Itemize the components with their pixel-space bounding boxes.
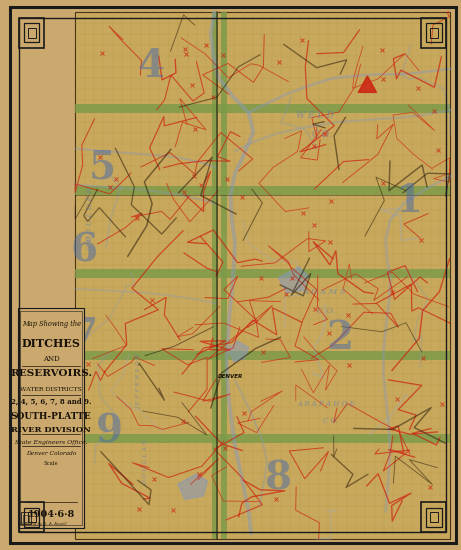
Text: Drawing by G. A. Angell: Drawing by G. A. Angell [20, 521, 67, 526]
Text: DITCHES: DITCHES [22, 338, 81, 349]
Text: C O.: C O. [323, 417, 338, 425]
Bar [24, 23, 39, 42]
Text: C O.: C O. [86, 234, 95, 250]
Text: 9: 9 [96, 412, 123, 451]
Text: A R A P A H O E: A R A P A H O E [297, 400, 355, 408]
Polygon shape [278, 267, 308, 293]
Bar [18, 308, 84, 528]
Text: SOUTH-PLATTE: SOUTH-PLATTE [11, 412, 92, 421]
Bar [28, 28, 35, 37]
Bar [28, 513, 35, 522]
Text: 1904·6·8: 1904·6·8 [28, 510, 75, 519]
Bar [426, 508, 442, 527]
Bar [75, 434, 449, 443]
Text: 2: 2 [326, 319, 354, 358]
Bar [212, 12, 218, 539]
Text: J E F F E R S O N: J E F F E R S O N [136, 354, 142, 410]
Bar [19, 18, 44, 48]
Text: D O U G L A S: D O U G L A S [143, 439, 148, 485]
Bar [20, 311, 82, 525]
Text: Map Showing the: Map Showing the [22, 321, 81, 328]
Text: 5: 5 [89, 148, 116, 187]
Text: 8: 8 [265, 459, 292, 498]
Text: State Engineers Office,: State Engineers Office, [15, 440, 88, 446]
Text: B O U L D E R: B O U L D E R [86, 187, 95, 242]
Text: 7: 7 [71, 316, 98, 355]
Bar [221, 12, 227, 539]
Bar [421, 502, 446, 532]
Text: C O.: C O. [317, 307, 335, 315]
Bar [75, 186, 449, 195]
Bar [75, 351, 449, 360]
Bar [430, 28, 438, 37]
Bar [19, 502, 44, 532]
Text: 1: 1 [395, 182, 422, 220]
Text: RESERVOIRS.: RESERVOIRS. [10, 370, 92, 378]
Text: AND: AND [43, 355, 59, 363]
Bar [24, 508, 39, 527]
Bar [75, 12, 449, 539]
Text: DENVER: DENVER [218, 374, 243, 379]
Bar [23, 515, 29, 522]
Text: 2, 4, 5, 6, 7, 8 and 9.: 2, 4, 5, 6, 7, 8 and 9. [11, 398, 91, 405]
Text: 6: 6 [71, 231, 98, 270]
Text: RIVER DIVISION: RIVER DIVISION [12, 426, 91, 433]
Bar [75, 104, 449, 113]
Text: W E L D: W E L D [296, 111, 334, 120]
Polygon shape [178, 474, 207, 499]
Bar [430, 513, 438, 522]
Text: Scale: Scale [44, 460, 59, 466]
Text: A D A M S: A D A M S [302, 288, 346, 295]
Bar [21, 512, 31, 524]
Polygon shape [358, 76, 377, 92]
Text: C O.: C O. [312, 130, 331, 139]
Bar [75, 269, 449, 278]
Bar [421, 18, 446, 48]
Text: Denver Colorado: Denver Colorado [26, 451, 77, 456]
Bar [426, 23, 442, 42]
Text: 4: 4 [137, 47, 164, 85]
Text: WATER DISTRICTS: WATER DISTRICTS [20, 387, 82, 392]
Polygon shape [228, 341, 248, 362]
